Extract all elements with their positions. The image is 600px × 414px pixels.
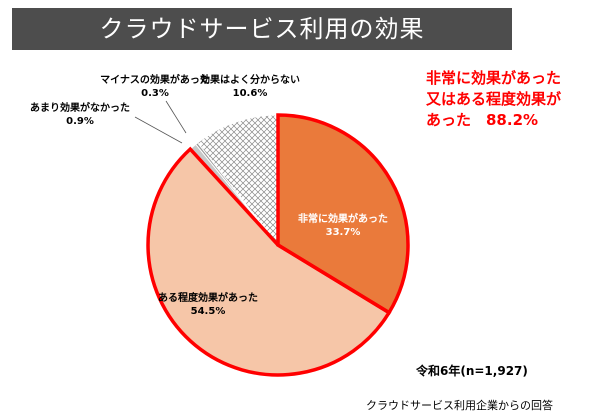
slice-value-1: 33.7% [326, 227, 361, 238]
highlight-outline-2 [146, 146, 392, 377]
highlight-summary: 非常に効果があった 又はある程度効果が あった 88.2% [426, 68, 596, 131]
highlight-line-1: 非常に効果があった [426, 69, 562, 87]
leader-line-4 [165, 100, 187, 134]
pie-slice-5 [196, 114, 279, 247]
title-bar: クラウドサービス利用の効果 [12, 8, 512, 50]
source-note: クラウドサービス利用企業からの回答 [366, 399, 553, 412]
slice-label-5: 効果はよく分からない [200, 73, 300, 86]
slice-label-3: あまり効果がなかった [30, 101, 130, 114]
chart-title: クラウドサービス利用の効果 [99, 15, 425, 43]
leader-line-3 [134, 116, 183, 144]
slice-label-4: マイナスの効果があった [100, 73, 210, 86]
slice-value-3: 0.9% [66, 116, 94, 127]
highlight-line-3: あった 88.2% [426, 111, 539, 129]
slice-value-2: 54.5% [191, 306, 226, 317]
slice-value-4: 0.3% [141, 88, 169, 99]
highlight-line-2: 又はある程度効果が [426, 90, 562, 108]
sample-note: 令和6年(n=1,927) [416, 364, 528, 378]
slice-label-1: 非常に効果があった [298, 212, 388, 225]
highlight-outline-1 [276, 113, 410, 315]
slice-value-5: 10.6% [233, 88, 268, 99]
slice-label-2: ある程度効果があった [158, 291, 258, 304]
